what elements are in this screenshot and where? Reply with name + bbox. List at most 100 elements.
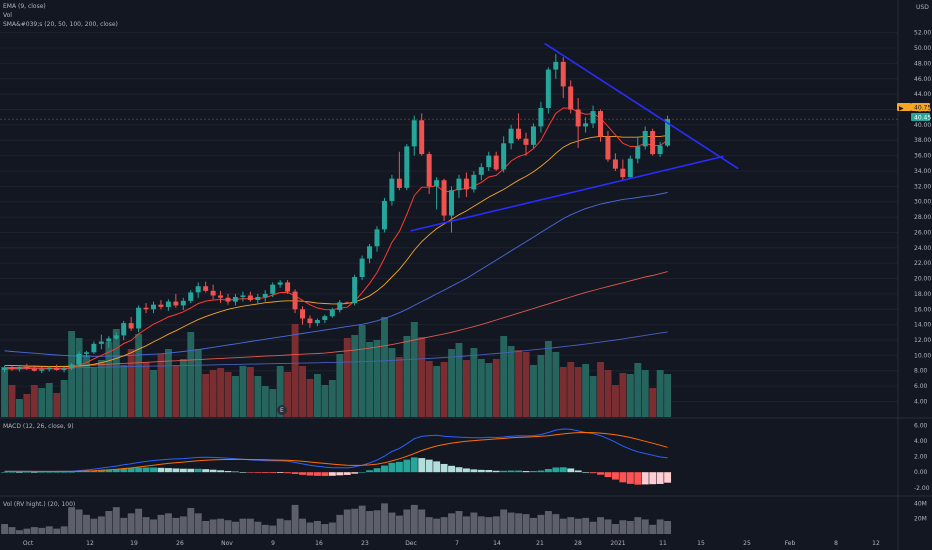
candle-body: [352, 277, 358, 304]
candle-body: [143, 307, 149, 310]
macd-histogram-bar: [30, 472, 38, 473]
macd-histogram-bar: [455, 467, 463, 473]
candle-body: [285, 282, 291, 292]
volume-bar: [276, 366, 284, 417]
rv-bar: [373, 510, 381, 534]
candle-body: [359, 258, 365, 278]
rv-bar: [239, 518, 247, 534]
volume-bar: [112, 329, 120, 417]
candle-body: [508, 128, 514, 144]
candle-body: [389, 178, 395, 201]
sma50-line: [4, 192, 668, 357]
volume-bar: [314, 374, 321, 417]
candle-body: [165, 301, 171, 307]
macd-tick-label: 2.00: [914, 454, 928, 461]
rv-bar: [202, 520, 210, 534]
macd-histogram-bar: [224, 471, 232, 473]
volume-bar: [440, 362, 448, 417]
volume-bar: [336, 354, 344, 417]
rv-bar: [53, 528, 61, 534]
volume-bar: [120, 365, 128, 417]
volume-bar: [16, 399, 23, 417]
candle-body: [463, 178, 469, 190]
volume-bar: [634, 363, 642, 417]
trendlines[interactable]: [410, 42, 739, 232]
candle-body: [188, 292, 194, 301]
macd-histogram-bar: [537, 470, 545, 473]
macd-histogram-bar: [574, 470, 582, 473]
rv-bar: [336, 514, 344, 534]
candle-body: [486, 155, 492, 168]
macd-histogram-bar: [284, 472, 292, 474]
candle-body: [605, 136, 611, 160]
macd-histogram-bar: [507, 470, 515, 473]
rv-bar: [321, 524, 329, 534]
volume-bar: [194, 349, 202, 417]
price-tick-label: 30.00: [914, 199, 931, 206]
macd-histogram-bar: [157, 467, 165, 473]
candle-body: [516, 128, 522, 139]
earnings-marker[interactable]: [277, 405, 287, 415]
candle-body: [396, 178, 402, 188]
price-tick-label: 28.00: [914, 214, 931, 221]
volume-bar: [395, 357, 403, 417]
candle-body: [434, 180, 440, 187]
volume-bar: [75, 338, 83, 417]
time-tick-label: 11: [659, 540, 667, 547]
volume-bar: [135, 334, 143, 417]
price-tick-label: 18.00: [914, 291, 931, 298]
macd-histogram-bar: [321, 472, 329, 476]
price-tick-label: 38.00: [914, 137, 931, 144]
volume-bar: [477, 359, 485, 417]
candle-body: [24, 366, 30, 369]
candlesticks[interactable]: [2, 54, 671, 374]
macd-histogram-bar: [485, 470, 493, 473]
macd-histogram-bar: [470, 469, 478, 473]
candle-body: [404, 146, 410, 188]
macd-histogram-bar: [232, 471, 239, 473]
rv-bar: [328, 522, 336, 534]
volume-bar: [157, 354, 165, 417]
macd-tick-label: 4.00: [914, 438, 928, 445]
rv-tick-label: 40M: [914, 500, 927, 507]
macd-histogram-bar: [373, 468, 381, 473]
price-tick-label: 48.00: [914, 60, 931, 67]
macd-histogram-bar: [649, 472, 657, 485]
rv-bar: [552, 514, 560, 534]
candle-body: [374, 229, 380, 247]
volume-bar: [246, 367, 254, 417]
candle-body: [307, 318, 313, 324]
candle-body: [612, 159, 618, 169]
rv-bar: [589, 521, 597, 534]
candle-body: [523, 138, 529, 145]
candle-body: [501, 143, 507, 170]
macd-histogram-bar: [75, 471, 83, 473]
candle-body: [2, 367, 7, 370]
macd-histogram-bar: [120, 468, 128, 473]
candle-body: [545, 69, 551, 108]
candle-body: [635, 146, 641, 159]
time-axis[interactable]: Oct 12 19 26 Nov 9 16 23 Dec 7 14 21 28 2021 11 15 25 Feb…: [23, 540, 880, 547]
volume-bar: [537, 355, 545, 417]
volume-bar: [559, 367, 567, 417]
volume-bar: [574, 367, 582, 417]
macd-histogram-bar: [530, 471, 537, 473]
candle-body: [195, 286, 201, 293]
macd-histogram-bar: [269, 472, 277, 474]
volume-bar: [612, 385, 619, 417]
volume-bar: [224, 372, 232, 417]
candle-body: [270, 284, 276, 294]
candle-body: [31, 368, 37, 371]
rv-bar: [425, 517, 433, 534]
sma200-line: [4, 331, 668, 370]
volume-bar: [150, 370, 157, 417]
price-tick-label: 26.00: [914, 229, 931, 236]
volume-bar: [544, 341, 552, 417]
macd-histogram-bar: [410, 457, 418, 473]
volume-bar: [366, 342, 374, 417]
volume-bar: [179, 359, 187, 417]
candle-body: [61, 368, 67, 370]
candle-body: [314, 320, 320, 324]
time-tick-label: 26: [176, 540, 184, 547]
